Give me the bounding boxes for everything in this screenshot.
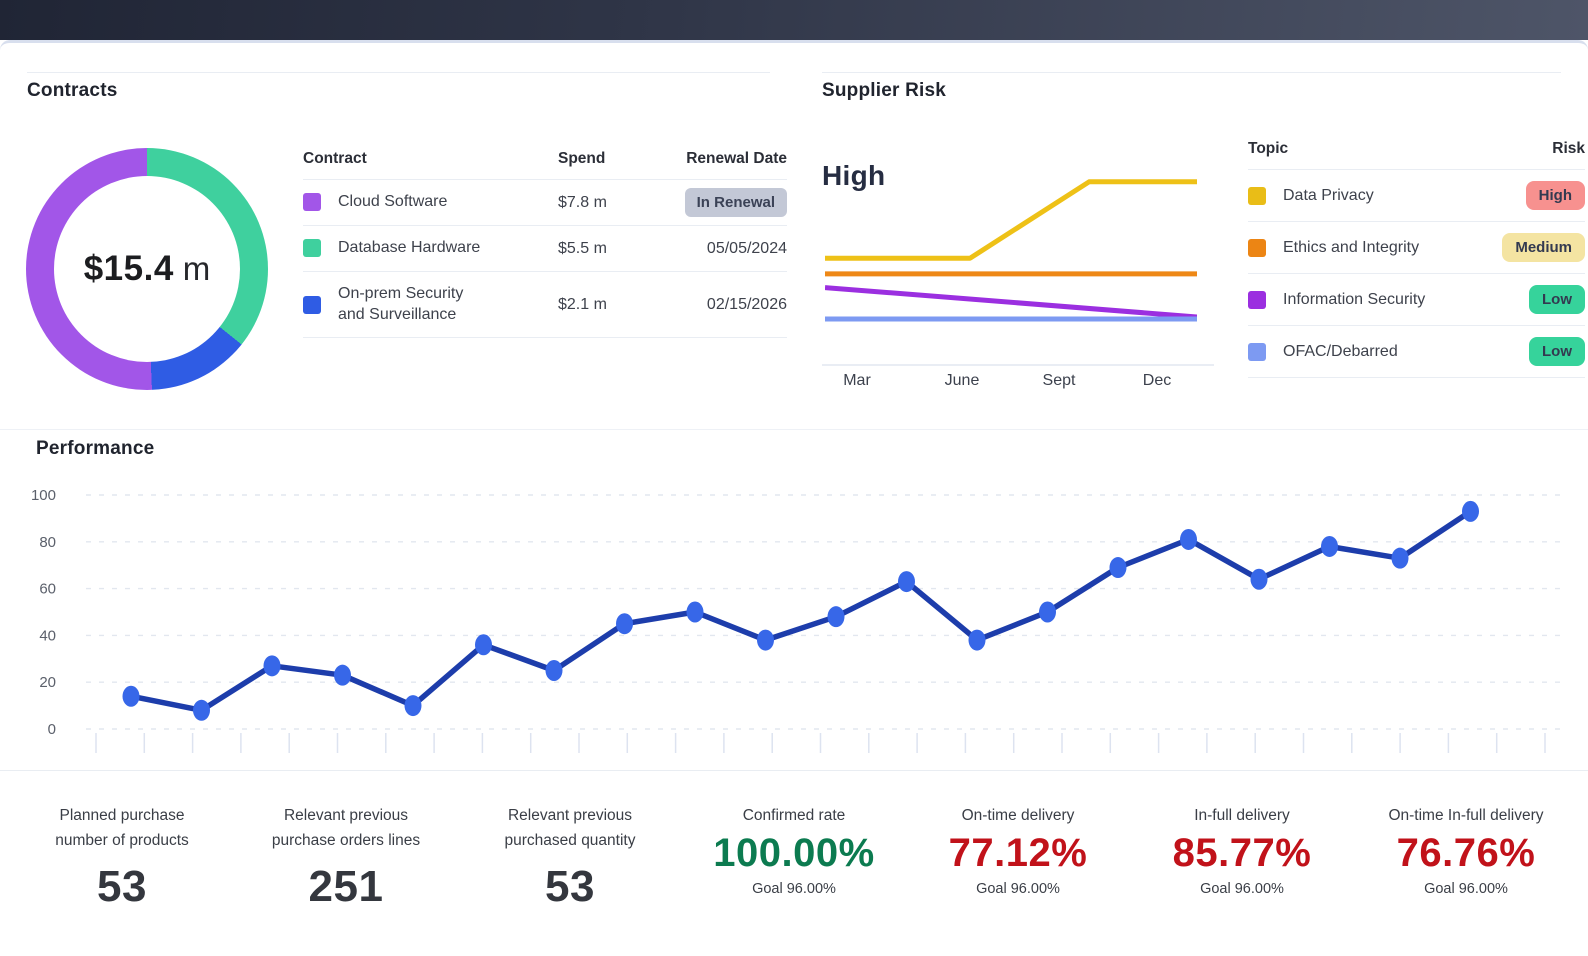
donut-total-value: $15.4 [83, 249, 174, 288]
svg-text:40: 40 [39, 627, 56, 644]
kpi-on-time-delivery: On-time delivery 77.12% Goal 96.00% [906, 804, 1130, 912]
table-row: Database Hardware $5.5 m 05/05/2024 [303, 226, 787, 272]
kpi-on-time-in-full-delivery: On-time In-full delivery 76.76% Goal 96.… [1354, 804, 1578, 912]
contract-color-swatch [303, 193, 321, 212]
performance-chart-canvas: 0 20 40 60 80 100 [31, 487, 1560, 753]
contract-renewal-date: 02/15/2026 [706, 295, 787, 313]
contract-name: Cloud Software [338, 193, 448, 211]
kpi-value: 53 [545, 861, 595, 911]
top-navigation-bar [0, 0, 1588, 40]
performance-section-divider [0, 429, 1588, 430]
supplier-risk-line-chart[interactable] [824, 170, 1198, 366]
risk-col-risk: Risk [1552, 140, 1585, 157]
risk-level-label: High [822, 160, 886, 191]
kpi-goal: Goal 96.00% [1200, 880, 1284, 897]
kpi-value: 251 [308, 861, 384, 911]
risk-chart-canvas [824, 179, 1198, 322]
kpi-label: Relevant previous purchased quantity [504, 807, 636, 849]
risk-col-topic: Topic [1248, 140, 1289, 157]
kpi-goal: Goal 96.00% [752, 880, 836, 897]
risk-x-label-sept: Sept [1042, 372, 1076, 389]
topic-name: Data Privacy [1283, 186, 1374, 204]
kpi-value: 76.76% [1396, 830, 1536, 875]
risk-badge: High [1525, 181, 1585, 210]
topic-color-swatch [1248, 238, 1266, 257]
contract-color-swatch [303, 239, 321, 258]
contract-name: On-prem Security and Surveillance [338, 284, 464, 323]
kpi-goal: Goal 96.00% [976, 880, 1060, 897]
svg-text:80: 80 [39, 534, 56, 551]
svg-text:60: 60 [39, 581, 56, 598]
in-renewal-badge: In Renewal [684, 188, 787, 217]
dashboard-panel [0, 40, 1588, 956]
contracts-section-divider [27, 72, 770, 73]
risk-badge: Medium [1502, 233, 1585, 262]
table-row: Information Security Low [1248, 274, 1585, 326]
contracts-col-renewal-date: Renewal Date [686, 150, 787, 167]
risk-x-label-june: June [944, 372, 980, 389]
svg-text:100: 100 [31, 487, 56, 504]
kpi-label: Confirmed rate [742, 807, 846, 824]
table-row: Cloud Software $7.8 m In Renewal [303, 180, 787, 226]
svg-text:0: 0 [48, 721, 56, 738]
kpi-value: 85.77% [1172, 830, 1312, 875]
contract-spend: $5.5 m [558, 239, 607, 257]
kpi-value: 53 [97, 861, 147, 911]
supplier-risk-section-divider [822, 72, 1561, 73]
supplier-risk-section-title: Supplier Risk [822, 80, 947, 101]
contract-name: Database Hardware [338, 239, 481, 257]
donut-ring [26, 148, 268, 390]
table-row: On-prem Security and Surveillance $2.1 m… [303, 272, 787, 338]
contract-color-swatch [303, 295, 321, 314]
risk-topics-table: Topic Risk Data Privacy High Ethics and … [1248, 132, 1585, 378]
table-row: OFAC/Debarred Low [1248, 326, 1585, 378]
contracts-donut-chart[interactable]: $15.4 m [26, 148, 268, 390]
contracts-col-spend: Spend [558, 150, 606, 167]
risk-badge: Low [1529, 337, 1585, 366]
donut-total-unit: m [182, 250, 211, 287]
topic-color-swatch [1248, 186, 1266, 205]
kpi-value: 77.12% [948, 830, 1088, 875]
contract-renewal-date: 05/05/2024 [706, 239, 787, 257]
kpi-label: On-time delivery [961, 807, 1075, 824]
risk-x-label-dec: Dec [1142, 372, 1172, 389]
kpi-label: Relevant previous purchase orders lines [271, 807, 421, 849]
kpi-previous-purchased-quantity: Relevant previous purchased quantity 53 [458, 804, 682, 912]
performance-section-title: Performance [36, 438, 155, 459]
topic-name: Ethics and Integrity [1283, 238, 1420, 256]
contract-spend: $7.8 m [558, 193, 607, 211]
svg-text:20: 20 [39, 674, 56, 691]
topic-color-swatch [1248, 342, 1266, 361]
risk-table-header: Topic Risk [1248, 132, 1585, 170]
kpi-label: On-time In-full delivery [1388, 807, 1544, 824]
contracts-section-title: Contracts [27, 80, 118, 101]
topic-name: Information Security [1283, 290, 1426, 308]
risk-badge: Low [1529, 285, 1585, 314]
table-row: Ethics and Integrity Medium [1248, 222, 1585, 274]
kpi-planned-purchase-products: Planned purchase number of products 53 [10, 804, 234, 912]
topic-name: OFAC/Debarred [1283, 342, 1398, 360]
contracts-col-contract: Contract [303, 150, 367, 167]
contract-spend: $2.1 m [558, 295, 607, 313]
kpi-label: In-full delivery [1194, 807, 1290, 824]
kpi-in-full-delivery: In-full delivery 85.77% Goal 96.00% [1130, 804, 1354, 912]
kpi-goal: Goal 96.00% [1424, 880, 1508, 897]
donut-center-label: $15.4 m [26, 148, 268, 390]
kpi-section-divider [0, 770, 1588, 771]
kpi-previous-po-lines: Relevant previous purchase orders lines … [234, 804, 458, 912]
contracts-table: Contract Spend Renewal Date Cloud Softwa… [303, 140, 787, 338]
kpi-row: Planned purchase number of products 53 R… [10, 804, 1578, 912]
topic-color-swatch [1248, 290, 1266, 309]
performance-line-chart[interactable]: 0 20 40 60 80 100 [0, 470, 1588, 770]
risk-chart-x-axis [822, 364, 1214, 366]
kpi-value: 100.00% [713, 830, 875, 875]
table-row: Data Privacy High [1248, 170, 1585, 222]
kpi-label: Planned purchase number of products [55, 807, 189, 849]
contracts-table-header: Contract Spend Renewal Date [303, 140, 787, 180]
risk-x-label-mar: Mar [843, 372, 871, 389]
kpi-confirmed-rate: Confirmed rate 100.00% Goal 96.00% [682, 804, 906, 912]
